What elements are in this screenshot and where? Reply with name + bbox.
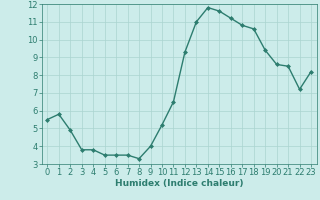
X-axis label: Humidex (Indice chaleur): Humidex (Indice chaleur) [115, 179, 244, 188]
